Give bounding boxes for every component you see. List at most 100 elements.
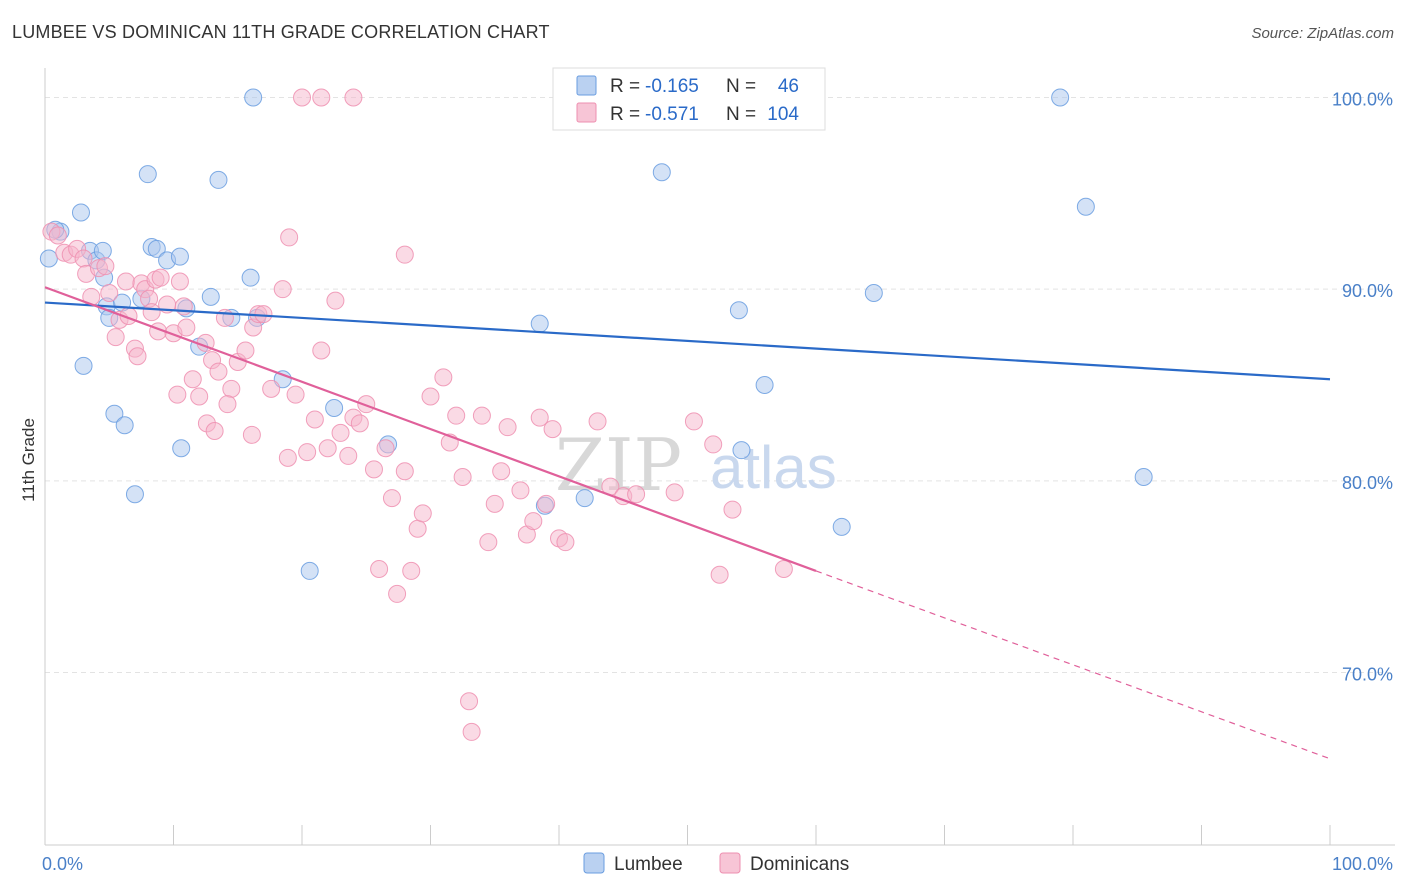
point-dominicans [312, 88, 331, 107]
point-dominicans [370, 560, 389, 578]
y-tick-label: 90.0% [1342, 281, 1393, 301]
point-dominicans [218, 395, 237, 414]
point-dominicans [242, 425, 261, 444]
point-dominicans [142, 303, 161, 322]
chart-title: LUMBEE VS DOMINICAN 11TH GRADE CORRELATI… [12, 22, 550, 42]
point-dominicans [273, 280, 292, 299]
bottom-legend-label-dominicans: Dominicans [750, 854, 849, 875]
point-dominicans [472, 406, 491, 425]
point-lumbee [241, 268, 260, 287]
point-dominicans [530, 408, 549, 427]
legend-r-value-lumbee: -0.165 [645, 76, 699, 97]
point-dominicans [684, 412, 703, 431]
point-dominicans [492, 462, 511, 481]
legend-n-value-dominicans: 104 [767, 104, 799, 125]
stats-legend: R = -0.165 N = 46 R = -0.571 N = 104 [552, 67, 826, 131]
point-dominicans [556, 533, 575, 552]
legend-r-label-lumbee: R = [610, 76, 640, 97]
point-dominicans [344, 88, 363, 107]
point-dominicans [665, 483, 684, 502]
legend-r-label-dominicans: R = [610, 104, 640, 125]
stats-legend-box [552, 67, 826, 131]
point-lumbee [39, 249, 58, 268]
legend-n-label-dominicans: N = [726, 104, 756, 125]
watermark-atlas: atlas [710, 434, 837, 501]
point-dominicans [209, 362, 228, 381]
point-dominicans [350, 414, 369, 433]
point-lumbee [732, 441, 751, 460]
point-lumbee [244, 88, 263, 107]
point-lumbee [755, 376, 774, 394]
point-dominicans [421, 387, 440, 406]
point-lumbee [93, 241, 112, 260]
point-dominicans [460, 692, 479, 711]
point-lumbee [530, 314, 549, 333]
point-dominicans [190, 387, 209, 406]
point-dominicans [100, 284, 119, 302]
point-dominicans [236, 341, 255, 360]
x-tick-label-min: 0.0% [42, 854, 83, 874]
point-dominicans [462, 722, 481, 741]
point-dominicans [318, 439, 337, 458]
point-lumbee [300, 561, 319, 580]
y-tick-label: 100.0% [1332, 90, 1393, 110]
bottom-legend-label-lumbee: Lumbee [614, 854, 683, 875]
point-dominicans [96, 257, 115, 276]
point-dominicans [395, 245, 414, 264]
legend-swatch-lumbee [576, 75, 597, 96]
point-lumbee [1076, 197, 1095, 216]
point-dominicans [286, 385, 305, 404]
point-dominicans [453, 468, 472, 486]
point-dominicans [339, 446, 358, 465]
point-dominicans [128, 347, 147, 366]
gridlines [45, 97, 1395, 673]
point-lumbee [170, 247, 189, 266]
point-dominicans [434, 368, 453, 387]
point-dominicans [205, 422, 224, 440]
legend-r-value-dominicans: -0.571 [645, 104, 699, 125]
trend-line-extension-dominicans [815, 570, 1331, 760]
point-lumbee [729, 301, 748, 320]
bottom-legend-swatch-dominicans [719, 852, 741, 874]
point-dominicans [170, 272, 189, 291]
point-dominicans [183, 370, 202, 389]
point-dominicans [408, 519, 427, 538]
point-dominicans [479, 533, 498, 552]
y-tick-label: 80.0% [1342, 473, 1393, 493]
point-dominicans [524, 512, 543, 531]
point-dominicans [74, 249, 93, 268]
source-label: Source: ZipAtlas.com [1251, 25, 1394, 42]
series-legend: Lumbee Dominicans [583, 852, 849, 875]
x-tick-label-max: 100.0% [1332, 854, 1393, 874]
point-lumbee [652, 163, 671, 182]
point-dominicans [312, 341, 331, 360]
trend-lines [44, 286, 1331, 760]
point-dominicans [774, 560, 793, 578]
watermark: ZIP atlas [555, 423, 837, 507]
point-dominicans [723, 500, 742, 519]
point-dominicans [413, 504, 432, 523]
point-dominicans [280, 228, 299, 247]
point-dominicans [588, 412, 607, 431]
point-dominicans [48, 226, 67, 245]
point-dominicans [388, 584, 407, 603]
point-dominicans [254, 305, 273, 324]
point-dominicans [326, 291, 345, 310]
y-tick-label: 70.0% [1342, 665, 1393, 685]
y-tick-labels: 70.0% 80.0% 90.0% 100.0% [1332, 90, 1393, 685]
point-dominicans [305, 410, 324, 429]
point-dominicans [331, 423, 350, 442]
point-dominicans [357, 395, 376, 414]
trend-line-dominicans [44, 286, 817, 572]
point-lumbee [1051, 88, 1070, 107]
point-lumbee [201, 287, 220, 306]
point-lumbee [115, 416, 134, 435]
point-lumbee [138, 165, 157, 184]
point-dominicans [293, 88, 311, 107]
point-lumbee [71, 203, 90, 222]
point-dominicans [498, 418, 517, 437]
point-lumbee [172, 439, 191, 458]
point-dominicans [168, 385, 187, 404]
point-lumbee [209, 170, 228, 189]
